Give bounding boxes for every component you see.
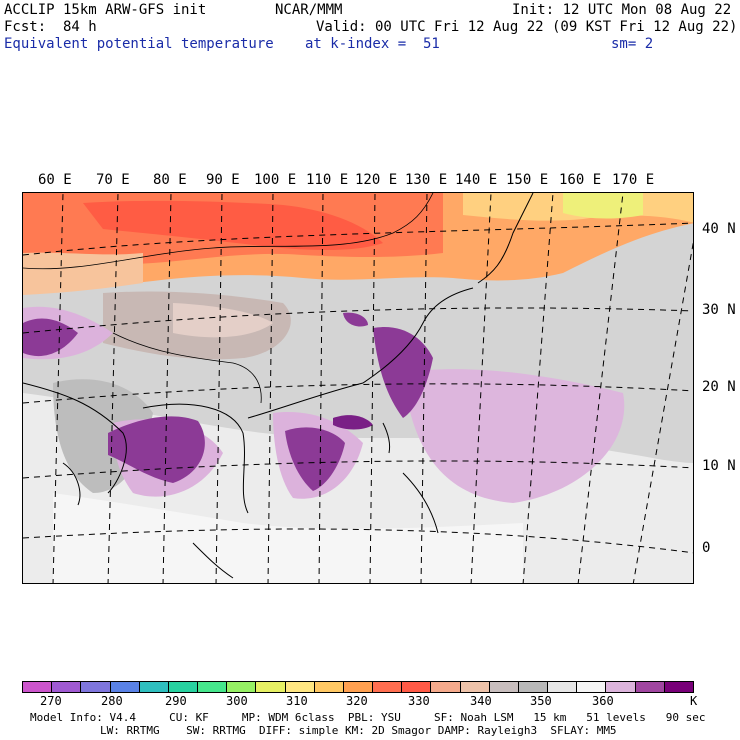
level-label: at k-index = 51 [305, 36, 440, 52]
lon-label-120e: 120 E [355, 172, 398, 188]
lon-label-150e: 150 E [506, 172, 549, 188]
map-field-svg [23, 193, 693, 583]
colorbar-tick-300: 300 [226, 694, 248, 708]
physics-info-line: LW: RRTMG SW: RRTMG DIFF: simple KM: 2D … [100, 724, 617, 737]
lon-label-90e: 90 E [206, 172, 240, 188]
colorbar-swatch-6 [198, 682, 228, 692]
colorbar-tick-350: 350 [530, 694, 552, 708]
colorbar-swatch-7 [227, 682, 257, 692]
lon-label-70e: 70 E [96, 172, 130, 188]
lon-label-110e: 110 E [306, 172, 349, 188]
lat-label-30n: 30 N [702, 302, 736, 318]
colorbar-swatch-13 [402, 682, 432, 692]
colorbar-swatch-16 [489, 682, 519, 692]
colorbar-swatch-9 [285, 682, 315, 692]
colorbar-swatch-8 [256, 682, 286, 692]
colorbar-swatch-17 [518, 682, 549, 692]
colorbar [22, 681, 694, 693]
colorbar-swatch-18 [548, 682, 578, 692]
colorbar-swatch-5 [168, 682, 199, 692]
field-name: Equivalent potential temperature [4, 36, 274, 52]
colorbar-swatch-22 [664, 682, 693, 692]
lon-label-170e: 170 E [612, 172, 655, 188]
colorbar-swatch-12 [373, 682, 403, 692]
lon-label-140e: 140 E [455, 172, 498, 188]
colorbar-swatch-10 [314, 682, 344, 692]
colorbar-tick-330: 330 [408, 694, 430, 708]
colorbar-tick-340: 340 [470, 694, 492, 708]
colorbar-swatch-21 [635, 682, 665, 692]
lat-label-0: 0 [702, 540, 711, 556]
colorbar-swatch-11 [343, 682, 374, 692]
smoothing-label: sm= 2 [611, 36, 654, 52]
model-info-line: Model Info: V4.4 CU: KF MP: WDM 6class P… [30, 711, 706, 724]
colorbar-tick-280: 280 [101, 694, 123, 708]
colorbar-swatch-2 [81, 682, 111, 692]
lat-label-20n: 20 N [702, 379, 736, 395]
colorbar-swatch-1 [52, 682, 82, 692]
colorbar-tick-360: 360 [592, 694, 614, 708]
lon-label-160e: 160 E [559, 172, 602, 188]
colorbar-swatch-14 [431, 682, 461, 692]
colorbar-swatch-20 [606, 682, 636, 692]
lat-label-10n: 10 N [702, 458, 736, 474]
source-label: NCAR/MMM [275, 2, 343, 18]
init-time: Init: 12 UTC Mon 08 Aug 22 [512, 2, 732, 18]
colorbar-tick-320: 320 [346, 694, 368, 708]
colorbar-swatch-4 [139, 682, 169, 692]
valid-time: Valid: 00 UTC Fri 12 Aug 22 (09 KST Fri … [316, 19, 738, 35]
colorbar-swatch-15 [460, 682, 490, 692]
colorbar-swatch-3 [110, 682, 140, 692]
forecast-hour: Fcst: 84 h [4, 19, 97, 35]
colorbar-unit: K [690, 694, 698, 708]
lat-label-40n: 40 N [702, 221, 736, 237]
colorbar-swatch-0 [23, 682, 53, 692]
model-title: ACCLIP 15km ARW-GFS init [4, 2, 207, 18]
colorbar-tick-310: 310 [286, 694, 308, 708]
theta-e-map [22, 192, 694, 584]
lon-label-130e: 130 E [405, 172, 448, 188]
colorbar-swatch-19 [577, 682, 607, 692]
lon-label-100e: 100 E [254, 172, 297, 188]
lon-label-60e: 60 E [38, 172, 72, 188]
colorbar-tick-270: 270 [40, 694, 62, 708]
colorbar-tick-290: 290 [165, 694, 187, 708]
lon-label-80e: 80 E [153, 172, 187, 188]
